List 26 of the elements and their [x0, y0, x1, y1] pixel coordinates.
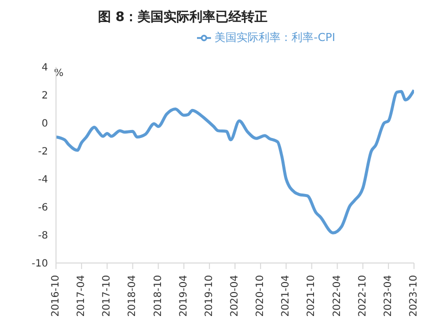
y-tick-label: -2 [38, 146, 48, 158]
x-tick-label: 2023-10 [408, 275, 420, 317]
x-tick-label: 2017-10 [102, 275, 113, 317]
x-tick-label: 2022-10 [357, 275, 368, 317]
x-tick-label: 2018-10 [152, 275, 164, 317]
x-tick-label: 2022-04 [332, 275, 343, 317]
x-tick-label: 2021-04 [280, 275, 292, 317]
y-tick-label: -4 [38, 174, 48, 186]
x-tick-label: 2020-04 [230, 275, 240, 317]
x-tick-label: 2023-04 [382, 275, 394, 317]
x-tick-label: 2019-04 [178, 275, 190, 317]
x-tick-label: 2021-10 [306, 275, 318, 317]
y-tick-label: 2 [42, 90, 48, 102]
line-series [56, 88, 414, 234]
y-tick-label: -10 [32, 258, 48, 270]
y-tick-label: -8 [38, 230, 48, 242]
y-tick-label: 0 [42, 118, 48, 130]
x-tick-label: 2017-04 [76, 275, 88, 317]
x-tick-label: 2020-10 [255, 275, 266, 317]
x-tick-label: 2016-10 [50, 275, 62, 317]
x-tick-label: 2019-10 [204, 275, 215, 317]
x-tick-label: 2018-04 [127, 275, 138, 317]
y-tick-label: -6 [38, 202, 48, 214]
chart-title: 图 8：美国实际利率已经转正 [98, 8, 268, 26]
legend-label: 美国实际利率：利率-CPI [214, 31, 336, 44]
y-tick-label: 4 [42, 62, 48, 74]
